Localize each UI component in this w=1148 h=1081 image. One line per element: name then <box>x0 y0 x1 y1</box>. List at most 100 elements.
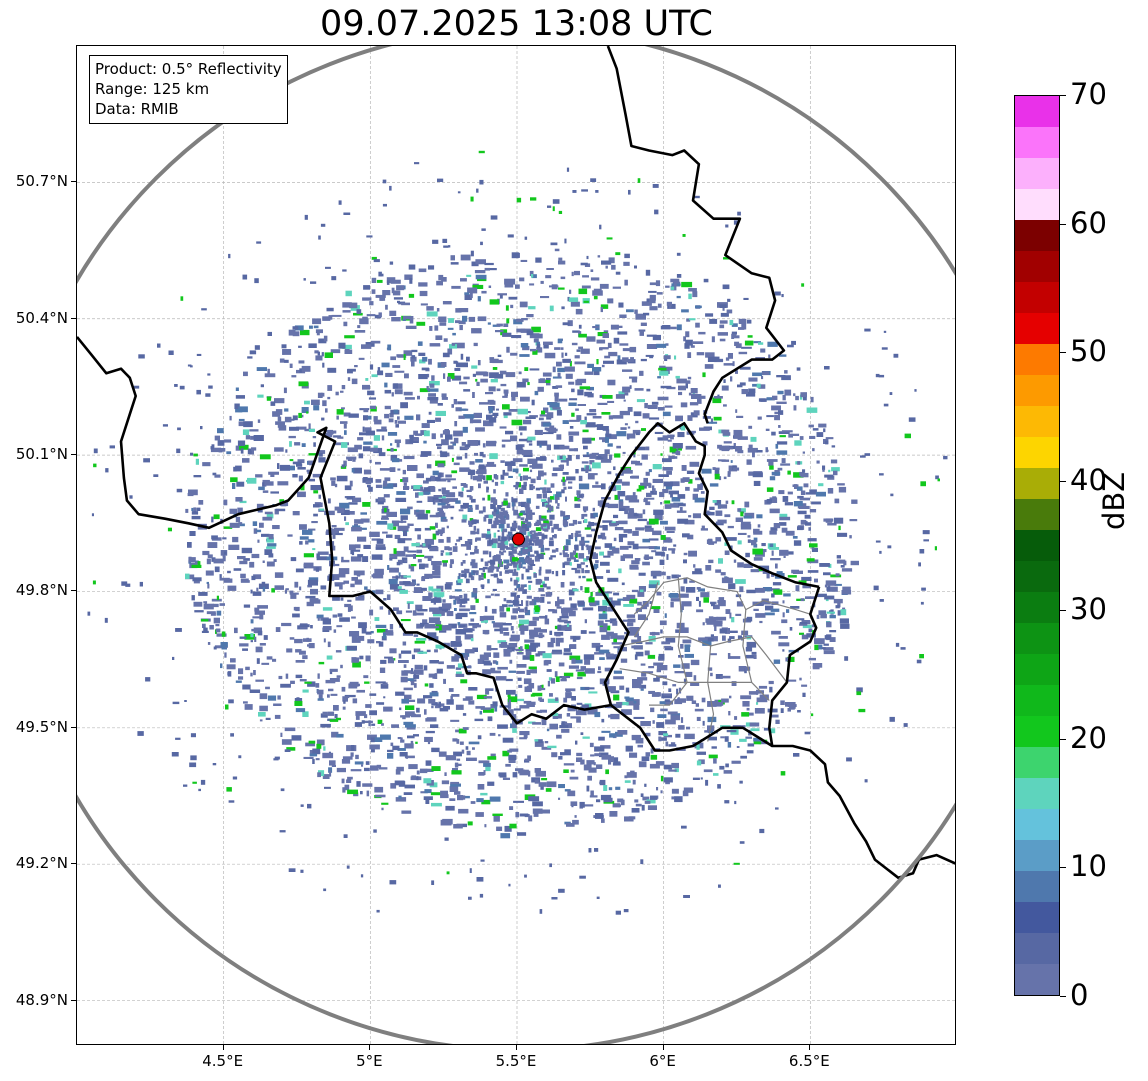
echo-cell <box>761 375 764 380</box>
echo-cell <box>664 500 671 504</box>
echo-cell <box>768 460 774 466</box>
longitude-tick-mark <box>222 1045 224 1050</box>
echo-cell <box>565 496 567 502</box>
echo-cell <box>597 534 603 539</box>
echo-cell <box>290 680 295 684</box>
echo-cell <box>220 550 228 556</box>
echo-cell <box>658 736 662 742</box>
echo-cell <box>831 445 836 448</box>
echo-cell <box>487 756 497 760</box>
echo-cell <box>478 440 481 446</box>
echo-cell <box>609 522 618 527</box>
echo-cell <box>193 580 200 584</box>
echo-cell <box>239 560 248 565</box>
echo-cell <box>858 708 866 713</box>
radar-map[interactable] <box>76 45 956 1045</box>
echo-cell <box>713 396 723 399</box>
echo-cell <box>650 490 657 495</box>
echo-cell <box>624 253 630 259</box>
echo-cell <box>219 574 222 579</box>
echo-cell <box>366 235 373 238</box>
echo-cell <box>472 373 476 377</box>
echo-cell <box>484 561 489 567</box>
echo-cell <box>357 554 364 558</box>
echo-cell <box>585 544 589 548</box>
echo-cell <box>413 590 423 593</box>
echo-cell <box>461 442 466 446</box>
colorbar-segment <box>1015 902 1059 933</box>
echo-cell <box>707 638 715 642</box>
echo-cell <box>536 551 539 557</box>
echo-cell <box>587 393 594 398</box>
echo-cell <box>364 714 368 719</box>
echo-cell <box>696 716 701 721</box>
echo-cell <box>377 497 385 502</box>
echo-cell <box>492 813 503 816</box>
echo-cell <box>526 685 532 689</box>
echo-cell <box>837 610 841 616</box>
echo-cell <box>549 305 554 312</box>
echo-cell <box>239 643 249 647</box>
echo-cell <box>541 684 544 689</box>
echo-cell <box>631 560 640 565</box>
echo-cell <box>539 414 550 417</box>
echo-cell <box>560 752 565 756</box>
echo-cell <box>602 610 607 616</box>
echo-cell <box>814 644 819 651</box>
echo-cell <box>391 392 394 397</box>
echo-cell <box>311 399 320 405</box>
echo-cell <box>259 719 263 722</box>
echo-cell <box>397 748 406 751</box>
echo-cell <box>723 476 727 480</box>
echo-cell <box>554 534 557 539</box>
echo-cell <box>410 714 421 718</box>
echo-cell <box>453 437 459 444</box>
echo-cell <box>442 560 447 567</box>
echo-cell <box>568 481 573 484</box>
echo-cell <box>860 455 866 458</box>
echo-cell <box>346 865 350 869</box>
echo-cell <box>689 461 700 467</box>
echo-cell <box>583 764 592 771</box>
echo-cell <box>746 641 757 648</box>
echo-cell <box>585 465 589 471</box>
echo-cell <box>663 355 671 360</box>
echo-cell <box>537 532 542 536</box>
echo-cell <box>350 556 362 562</box>
echo-cell <box>510 554 515 558</box>
echo-cell <box>516 698 525 702</box>
echo-cell <box>468 665 472 669</box>
echo-cell <box>202 462 211 467</box>
echo-cell <box>753 537 758 542</box>
echo-cell <box>396 442 400 448</box>
colorbar-segment <box>1015 964 1059 995</box>
echo-cell <box>413 437 418 442</box>
echo-cell <box>564 352 568 356</box>
echo-cell <box>591 528 596 532</box>
echo-cell <box>334 714 338 719</box>
echo-cell <box>387 523 394 530</box>
echo-cell <box>531 274 534 278</box>
echo-cell <box>383 598 387 601</box>
echo-cell <box>549 514 555 520</box>
echo-cell <box>767 341 778 347</box>
echo-cell <box>471 562 478 569</box>
echo-cell <box>563 648 571 652</box>
colorbar-segment <box>1015 654 1059 685</box>
echo-cell <box>445 755 457 761</box>
echo-cell <box>517 408 528 415</box>
latitude-tick-label: 50.4°N <box>15 308 68 327</box>
echo-cell <box>819 563 830 567</box>
echo-cell <box>475 459 483 463</box>
echo-cell <box>426 649 431 653</box>
echo-cell <box>607 550 614 556</box>
echo-cell <box>349 302 358 309</box>
echo-cell <box>293 606 296 611</box>
echo-cell <box>584 416 587 421</box>
echo-cell <box>824 474 834 478</box>
echo-cell <box>207 373 211 376</box>
echo-cell <box>313 325 319 329</box>
echo-cell <box>482 669 491 675</box>
echo-cell <box>312 548 316 551</box>
echo-cell <box>680 717 684 723</box>
